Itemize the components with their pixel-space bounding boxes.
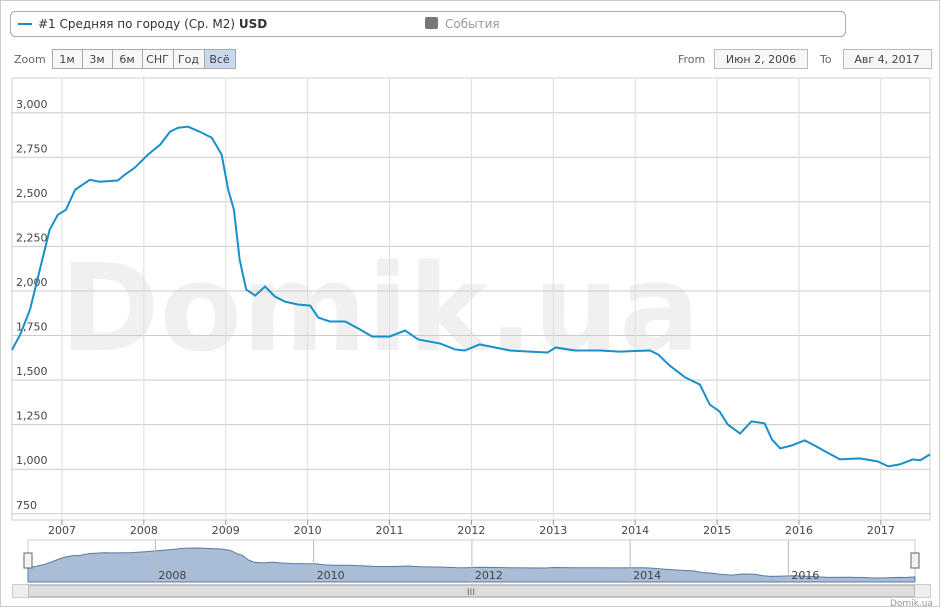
zoom-button-label: 6м (119, 53, 134, 66)
scrollbar-thumb[interactable] (28, 585, 915, 597)
y-tick-label: 1,500 (16, 365, 48, 378)
y-tick-label: 3,000 (16, 98, 48, 111)
from-input[interactable] (714, 49, 808, 69)
events-legend[interactable]: События (445, 17, 500, 31)
y-tick-label: 2,750 (16, 142, 48, 155)
data-line (11, 125, 931, 468)
zoom-button-label: Год (178, 53, 199, 66)
navigator-tick-label: 2014 (633, 569, 661, 582)
x-tick-label: 2015 (703, 524, 731, 537)
legend-item[interactable]: #1 Средняя по городу (Ср. М2) USD (38, 17, 267, 31)
x-tick-label: 2017 (867, 524, 895, 537)
to-date: Авг 4, 2017 (854, 53, 919, 66)
y-tick-label: 750 (16, 499, 37, 512)
x-tick-label: 2012 (457, 524, 485, 537)
x-tick-label: 2008 (130, 524, 158, 537)
zoom-button-label: СНГ (146, 53, 169, 66)
x-tick-label: 2014 (621, 524, 649, 537)
legend-currency: USD (239, 17, 267, 31)
scrollbar-grip: III (467, 588, 475, 598)
x-tick-label: 2009 (212, 524, 240, 537)
navigator-tick-label: 2016 (791, 569, 819, 582)
credit[interactable]: Domik.ua (890, 599, 933, 609)
zoom-button-label: Всё (209, 53, 230, 66)
x-tick-label: 2007 (48, 524, 76, 537)
y-tick-label: 2,250 (16, 231, 48, 244)
navigator-tick-label: 2012 (475, 569, 503, 582)
y-tick-label: 1,250 (16, 410, 48, 423)
to-label: To (819, 53, 832, 66)
navigator-tick-label: 2010 (317, 569, 345, 582)
x-tick-label: 2011 (376, 524, 404, 537)
navigator-handle[interactable] (23, 552, 33, 569)
events-swatch (425, 17, 438, 29)
x-tick-label: 2010 (294, 524, 322, 537)
y-tick-label: 1,000 (16, 454, 48, 467)
watermark: Domik.ua (60, 240, 700, 379)
x-tick-label: 2013 (539, 524, 567, 537)
x-tick-label: 2016 (785, 524, 813, 537)
legend-name: #1 Средняя по городу (Ср. М2) (38, 17, 235, 31)
navigator-handle[interactable] (910, 552, 920, 569)
navigator-tick-label: 2008 (158, 569, 186, 582)
y-tick-label: 2,000 (16, 276, 48, 289)
to-input[interactable] (843, 49, 932, 69)
zoom-button-label: 1м (59, 53, 74, 66)
from-label: From (678, 53, 705, 66)
from-date: Июн 2, 2006 (726, 53, 796, 66)
zoom-button-label: 3м (89, 53, 104, 66)
zoom-button[interactable] (204, 49, 236, 69)
zoom-label: Zoom (14, 53, 46, 66)
y-tick-label: 2,500 (16, 187, 48, 200)
navigator-area (27, 547, 916, 583)
